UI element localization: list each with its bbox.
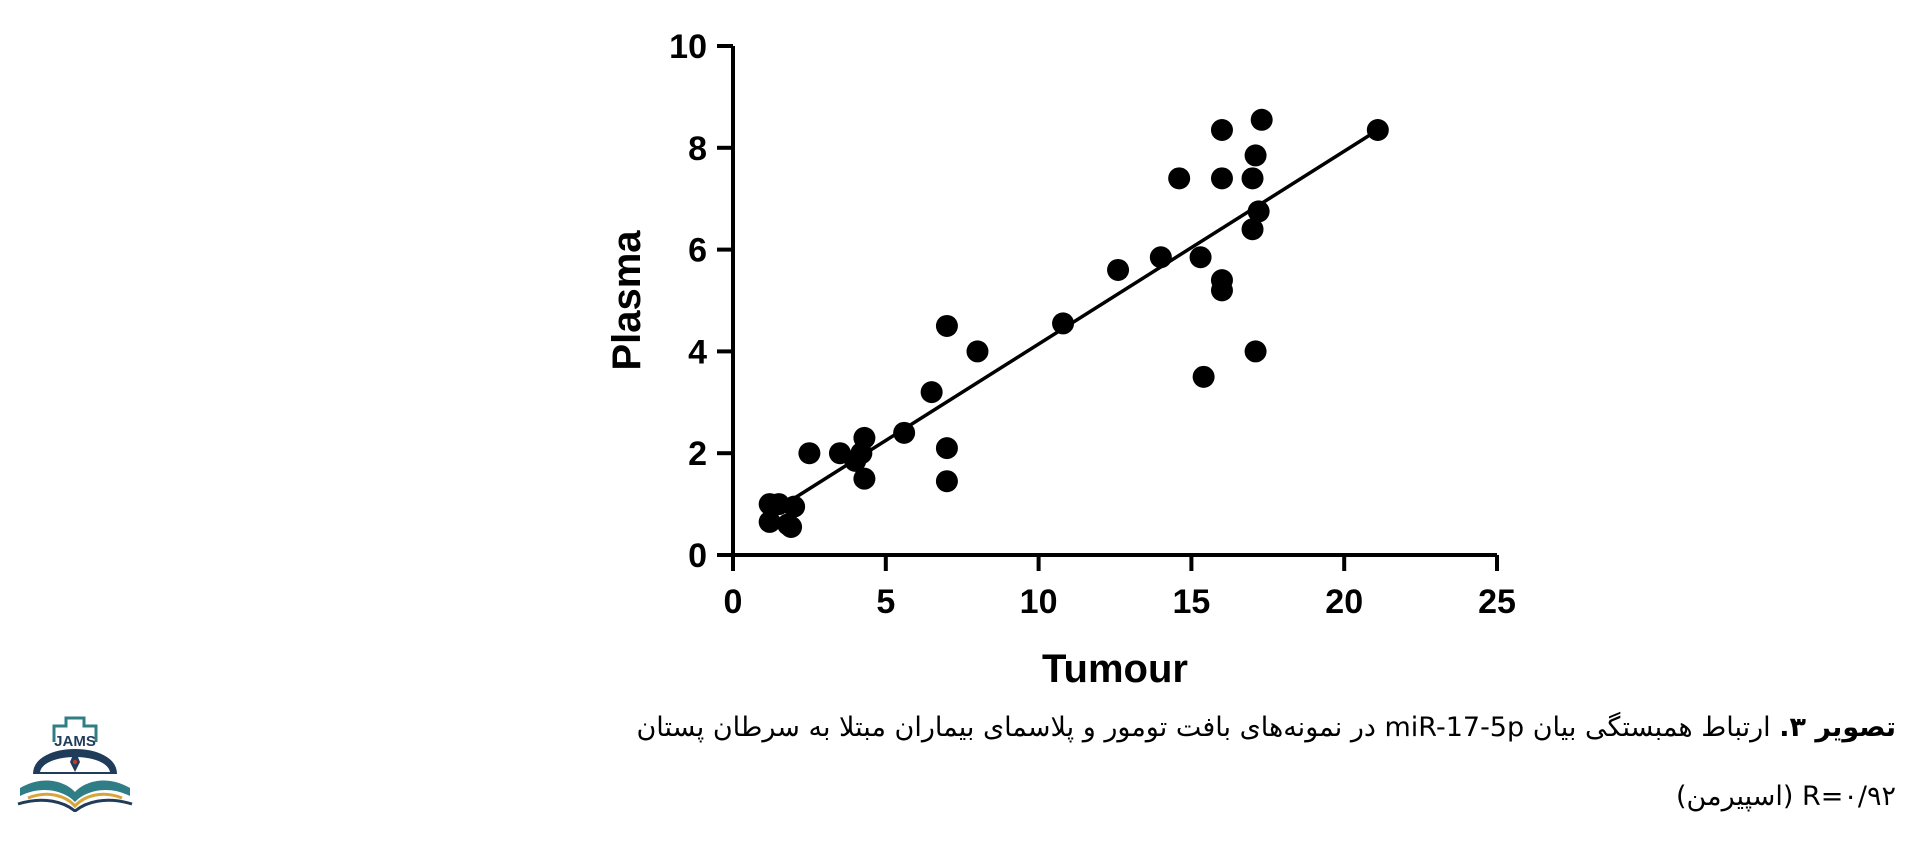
data-point (1210, 118, 1233, 141)
data-point (966, 340, 989, 363)
data-point (1247, 200, 1270, 223)
data-point (1052, 312, 1075, 335)
y-axis-title: Plasma (605, 230, 649, 371)
x-axis-title: Tumour (1042, 647, 1188, 691)
data-point (1210, 167, 1233, 190)
data-point (935, 470, 958, 493)
x-axis-ticks: 0 5 10 15 20 25 (724, 555, 1516, 621)
open-book-icon (20, 780, 130, 802)
regression-line (784, 128, 1379, 506)
caption-statistic: R=۰/۹۲ (اسپیرمن) (1676, 781, 1896, 812)
data-point (920, 381, 943, 404)
data-point (1244, 340, 1267, 363)
data-point (758, 510, 781, 533)
logo-book-gold (27, 792, 123, 809)
figure-caption: تصویر ۳. ارتباط همبستگی بیان miR-17-5p د… (636, 712, 1896, 743)
data-point (1168, 167, 1191, 190)
y-tick-label: 0 (688, 537, 707, 575)
caption-label: تصویر ۳. (1779, 712, 1896, 743)
x-tick-label: 15 (1172, 583, 1210, 621)
data-point (853, 426, 876, 449)
x-tick-label: 5 (876, 583, 895, 621)
journal-logo: JAMS (17, 716, 133, 812)
y-tick-label: 2 (688, 435, 707, 473)
x-tick-label: 25 (1478, 583, 1516, 621)
data-point (780, 516, 803, 539)
logo-building-outline (52, 716, 98, 742)
y-tick-label: 8 (688, 130, 707, 168)
data-point (1189, 246, 1212, 269)
data-point (1244, 144, 1267, 167)
caption-text: ارتباط همبستگی بیان miR-17-5p در نمونه‌ه… (636, 712, 1780, 743)
data-points (758, 108, 1389, 539)
x-tick-label: 0 (724, 583, 743, 621)
y-tick-label: 6 (688, 232, 707, 270)
x-tick-label: 10 (1020, 583, 1058, 621)
logo-dot (72, 759, 78, 765)
y-axis-ticks: 0 2 4 6 8 10 (669, 28, 733, 575)
logo-text: JAMS (54, 733, 96, 750)
data-point (1107, 258, 1130, 281)
scatter-chart: 0 5 10 15 20 25 0 2 4 6 8 10 Tumour Plasma (605, 28, 1516, 691)
logo-book-base (17, 798, 133, 812)
y-tick-label: 10 (669, 28, 707, 66)
x-tick-label: 20 (1325, 583, 1363, 621)
data-point (1192, 365, 1215, 388)
data-point (1241, 218, 1264, 241)
y-tick-label: 4 (688, 333, 707, 371)
data-point (935, 437, 958, 460)
data-point (853, 467, 876, 490)
data-point (798, 442, 821, 465)
data-point (1210, 279, 1233, 302)
data-point (1241, 167, 1264, 190)
data-point (935, 314, 958, 337)
data-point (1250, 108, 1273, 131)
